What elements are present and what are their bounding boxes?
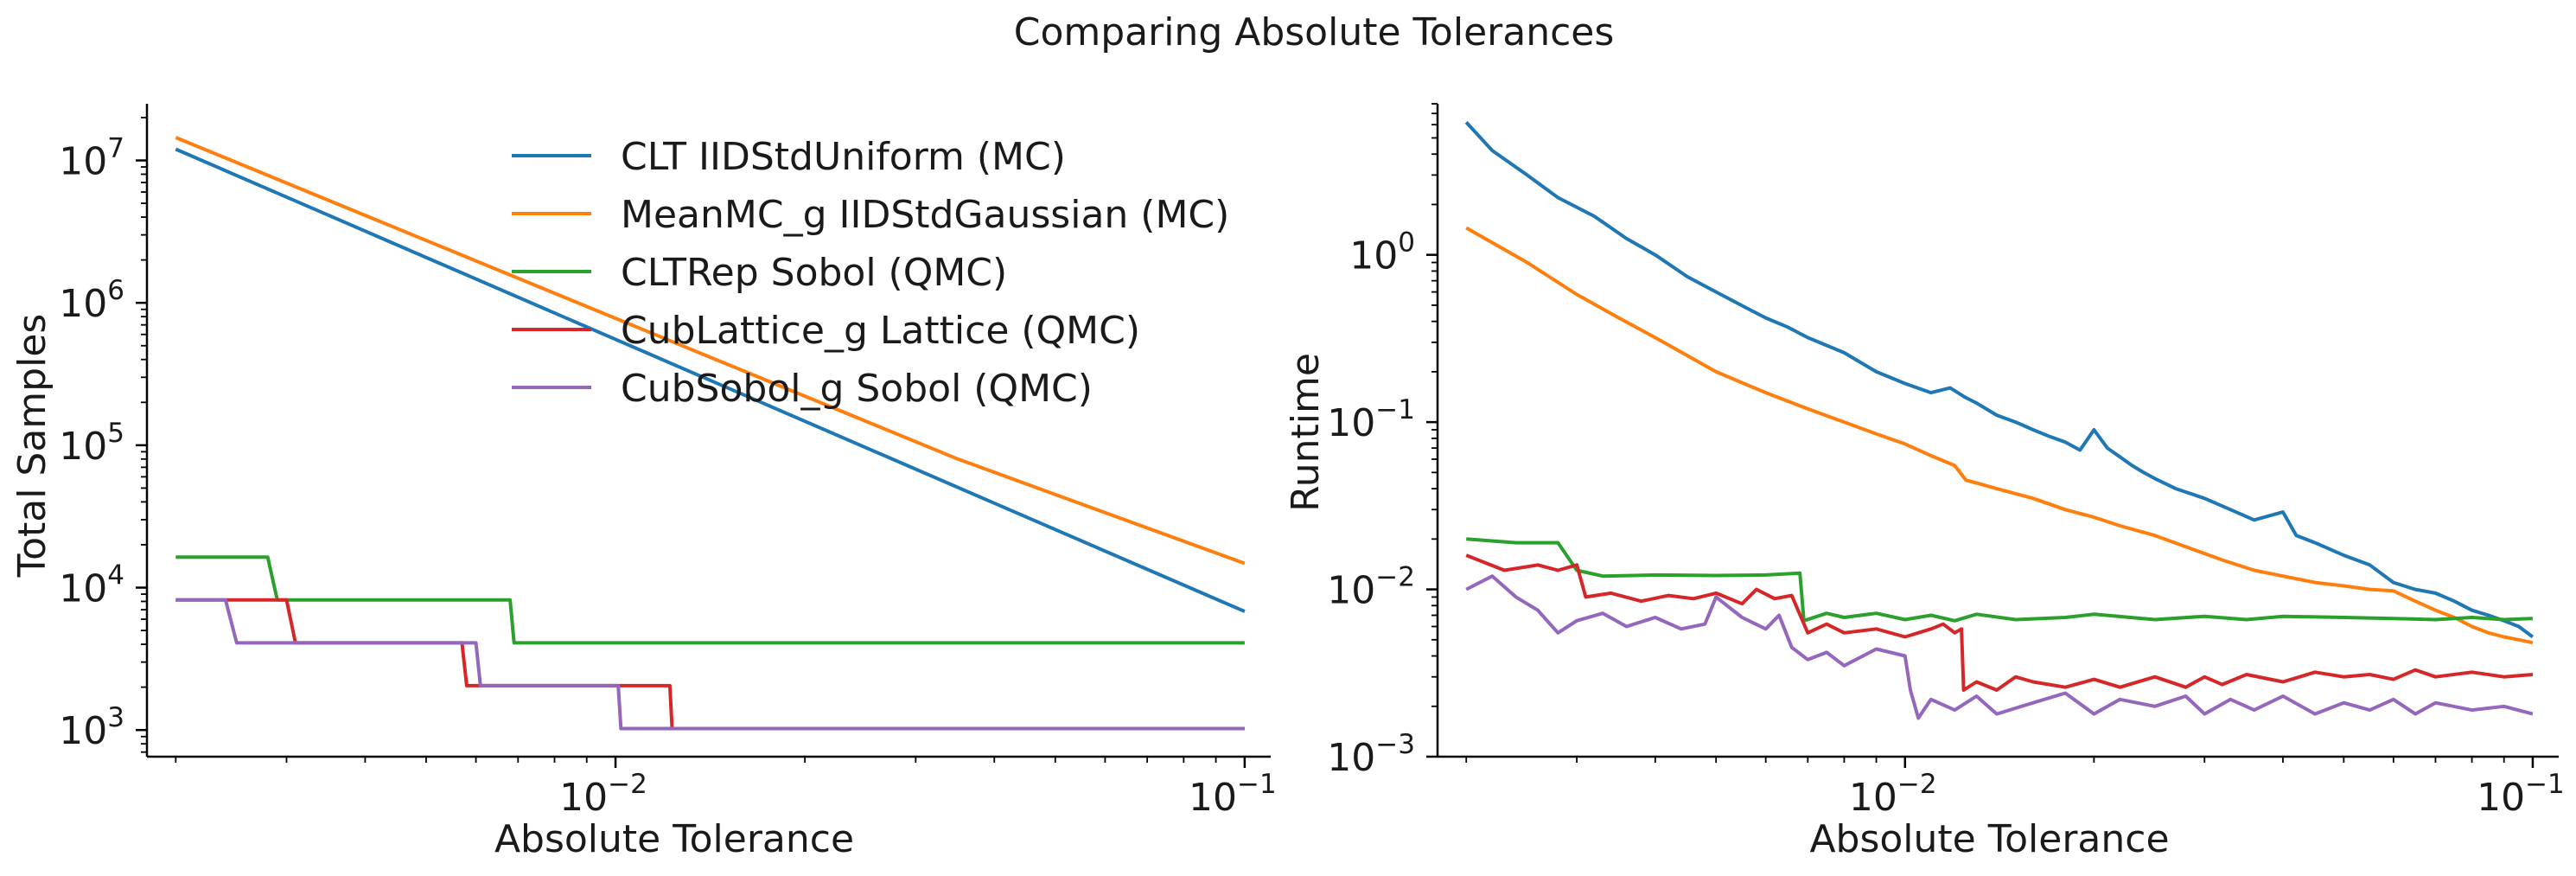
left-y-axis-label: Total Samples [10,314,54,579]
series-line-clt-iidstduniform-mc [1464,121,2535,639]
series-line-clt-iidstduniform-mc [175,147,1246,613]
series-line-cublattice-g-lattice-qmc [175,598,1245,731]
series-line-meanmc-g-iidstdgaussian-mc [175,136,1246,566]
right-y-axis-label: Runtime [1284,353,1328,512]
right-x-axis-label: Absolute Tolerance [1809,817,2169,861]
legend-label: MeanMC_g IIDStdGaussian (MC) [621,193,1229,237]
series-line-meanmc-g-iidstdgaussian-mc [1465,226,2534,645]
y-tick-label: 10−1 [1327,394,1415,445]
y-tick-label: 106 [59,275,124,326]
left-x-axis-label: Absolute Tolerance [494,817,854,861]
x-tick-label: 10−1 [1189,769,1277,820]
left-panel-series [175,136,1246,731]
figure-title: Comparing Absolute Tolerances [1014,10,1615,54]
series-line-cltrep-sobol-qmc [1466,537,2533,623]
legend-label: CubSobol_g Sobol (QMC) [621,367,1093,411]
series-line-cublattice-g-lattice-qmc [1465,553,2534,692]
right-panel-series [1464,121,2535,720]
series-line-cltrep-sobol-qmc [175,555,1245,645]
legend-label: CubLattice_g Lattice (QMC) [621,309,1140,353]
series-line-cubsobol-g-sobol-qmc [1465,574,2534,720]
legend-label: CLT IIDStdUniform (MC) [621,135,1066,179]
legend: CLT IIDStdUniform (MC) MeanMC_g IIDStdGau… [512,135,1229,411]
y-tick-label: 10−3 [1327,729,1415,780]
legend-label: CLTRep Sobol (QMC) [621,251,1007,295]
y-tick-label: 105 [59,418,124,469]
series-line-cubsobol-g-sobol-qmc [175,598,1245,731]
